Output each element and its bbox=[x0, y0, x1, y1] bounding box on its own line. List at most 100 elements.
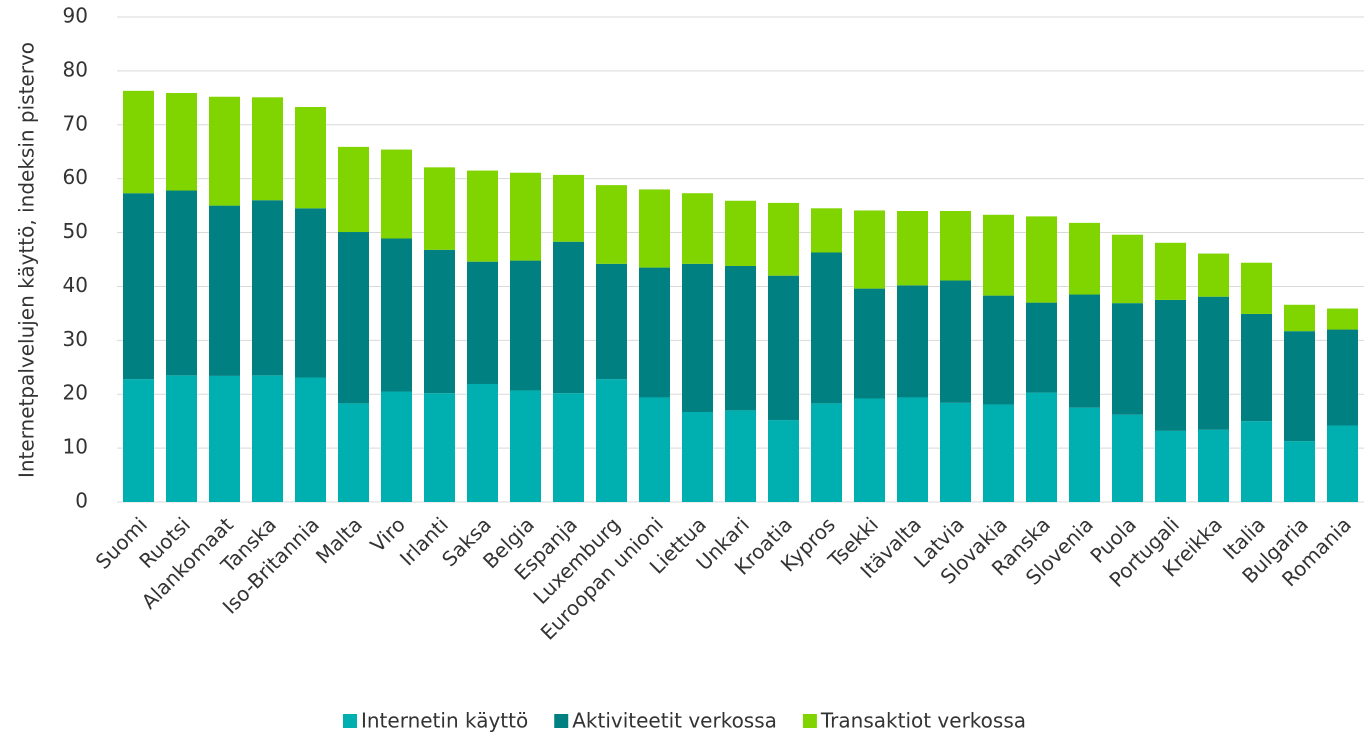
bar-segment bbox=[983, 404, 1014, 502]
legend-swatch bbox=[342, 714, 357, 728]
y-tick-label: 10 bbox=[63, 435, 88, 459]
bar-segment bbox=[897, 397, 928, 502]
bar-segment bbox=[811, 252, 842, 404]
bar-segment bbox=[596, 379, 627, 502]
bar-segment bbox=[682, 263, 713, 413]
bar-segment bbox=[123, 379, 154, 502]
bar-segment bbox=[1069, 222, 1100, 295]
bar-segment bbox=[1026, 302, 1057, 393]
bar-segment bbox=[467, 170, 498, 262]
bar-segment bbox=[1198, 296, 1229, 430]
bar-segment bbox=[1069, 294, 1100, 408]
bar-segment bbox=[209, 96, 240, 206]
bar-segment bbox=[295, 377, 326, 502]
bar-segment bbox=[854, 288, 885, 399]
bar-segment bbox=[123, 90, 154, 194]
bar-segment bbox=[295, 106, 326, 209]
bar-segment bbox=[381, 238, 412, 392]
bar-segment bbox=[295, 208, 326, 378]
bar-segment bbox=[1327, 425, 1358, 502]
bar-segment bbox=[1155, 299, 1186, 431]
bar-segment bbox=[1198, 429, 1229, 502]
y-tick-label: 70 bbox=[63, 111, 88, 135]
bar-segment bbox=[381, 391, 412, 502]
bar-segment bbox=[854, 398, 885, 502]
bar-segment bbox=[424, 249, 455, 394]
y-tick-label: 80 bbox=[63, 57, 88, 81]
bar-segment bbox=[510, 260, 541, 391]
bar-segment bbox=[338, 232, 369, 404]
bar-segment bbox=[639, 189, 670, 268]
bar-segment bbox=[381, 149, 412, 239]
bar-segment bbox=[725, 200, 756, 266]
bar-segment bbox=[1155, 242, 1186, 300]
x-tick-label: Malta bbox=[311, 512, 367, 568]
bar-segment bbox=[553, 174, 584, 242]
legend-label: Internetin käyttö bbox=[361, 709, 528, 733]
bar-segment bbox=[639, 267, 670, 398]
legend-swatch bbox=[554, 714, 569, 728]
bar-segment bbox=[682, 193, 713, 264]
legend-swatch bbox=[802, 714, 817, 728]
y-tick-label: 40 bbox=[63, 273, 88, 297]
bar-segment bbox=[1284, 331, 1315, 442]
bar-segment bbox=[596, 185, 627, 264]
y-tick-label: 20 bbox=[63, 381, 88, 405]
bar-segment bbox=[811, 208, 842, 253]
bar-segment bbox=[510, 172, 541, 261]
y-tick-label: 30 bbox=[63, 327, 88, 351]
bar-segment bbox=[854, 210, 885, 289]
y-tick-label: 90 bbox=[63, 4, 88, 28]
y-axis-label: Internetpalvelujen käyttö, indeksin pist… bbox=[15, 42, 39, 478]
bar-segment bbox=[123, 193, 154, 380]
bar-segment bbox=[1112, 414, 1143, 502]
bar-segment bbox=[811, 403, 842, 502]
bar-segment bbox=[252, 375, 283, 502]
bar-segment bbox=[1241, 262, 1272, 314]
legend-label: Aktiviteetit verkossa bbox=[572, 709, 777, 733]
bar-segment bbox=[983, 214, 1014, 296]
bar-segment bbox=[596, 263, 627, 380]
bar-segment bbox=[1112, 303, 1143, 415]
bar-segment bbox=[768, 420, 799, 502]
y-tick-label: 50 bbox=[63, 219, 88, 243]
bar-segment bbox=[1155, 430, 1186, 502]
bar-segment bbox=[424, 393, 455, 502]
bar-segment bbox=[983, 295, 1014, 405]
bar-segment bbox=[166, 375, 197, 502]
bar-segment bbox=[940, 280, 971, 403]
bar-segment bbox=[1327, 329, 1358, 426]
legend-label: Transaktiot verkossa bbox=[820, 709, 1026, 733]
bar-segment bbox=[940, 402, 971, 502]
bar-segment bbox=[897, 285, 928, 398]
bar-segment bbox=[467, 383, 498, 502]
bar-segment bbox=[897, 211, 928, 286]
bar-segment bbox=[510, 390, 541, 502]
bar-segment bbox=[682, 412, 713, 502]
bar-segment bbox=[209, 375, 240, 502]
bar-segment bbox=[768, 275, 799, 421]
bar-segment bbox=[252, 200, 283, 376]
bar-segment bbox=[1112, 234, 1143, 304]
bar-segment bbox=[1241, 421, 1272, 502]
bar-segment bbox=[940, 211, 971, 281]
bar-segment bbox=[1026, 216, 1057, 303]
bar-segment bbox=[639, 397, 670, 502]
bar-segment bbox=[1284, 441, 1315, 502]
bar-segment bbox=[166, 92, 197, 191]
bar-segment bbox=[252, 97, 283, 201]
y-tick-label: 60 bbox=[63, 165, 88, 189]
bar-segment bbox=[768, 202, 799, 276]
bar-segment bbox=[166, 190, 197, 376]
bar-segment bbox=[1284, 304, 1315, 332]
bar-segment bbox=[338, 146, 369, 233]
bar-segment bbox=[1241, 313, 1272, 422]
bar-segment bbox=[1069, 407, 1100, 502]
bar-segment bbox=[338, 403, 369, 502]
bar-segment bbox=[553, 393, 584, 502]
bar-segment bbox=[1026, 392, 1057, 502]
bar-segment bbox=[725, 265, 756, 411]
bar-segment bbox=[209, 205, 240, 376]
y-tick-label: 0 bbox=[75, 489, 88, 513]
